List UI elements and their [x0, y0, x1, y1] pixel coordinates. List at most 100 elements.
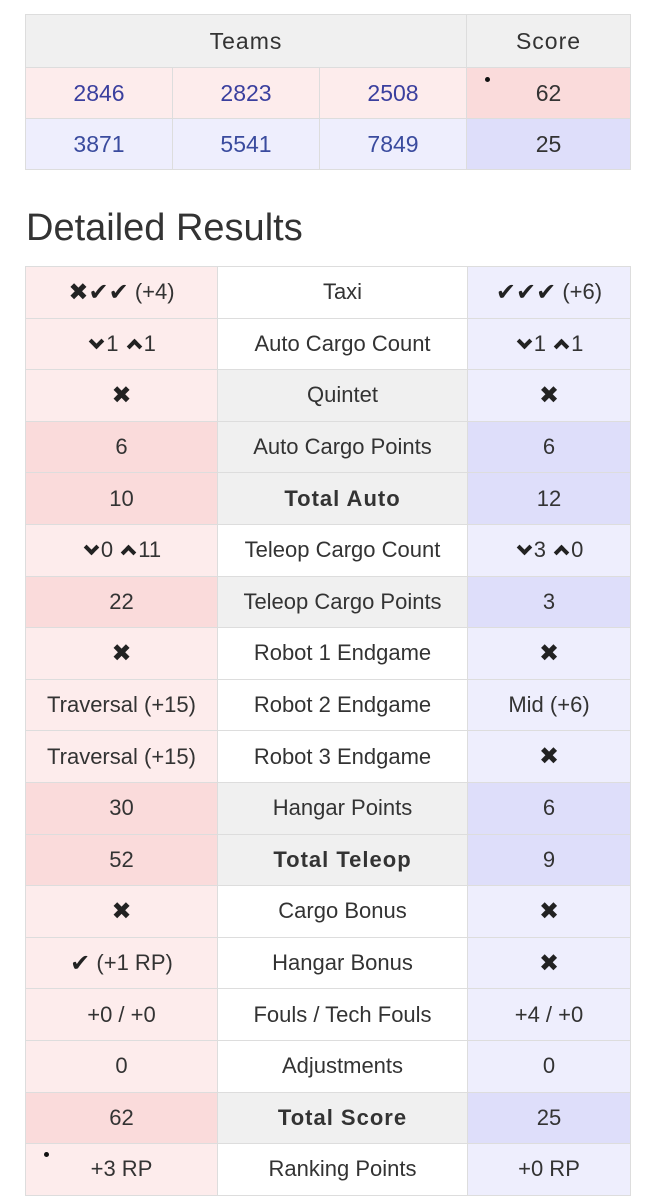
detailed-results-heading: Detailed Results: [26, 207, 303, 249]
red-robot2-endgame: Traversal (+15): [25, 678, 218, 732]
blue-total-score: 25: [467, 1091, 631, 1145]
cross-icon: ✖: [538, 949, 560, 977]
blue-adjustments: 0: [467, 1039, 631, 1093]
hangar-bonus-row: ✔ (+1 RP) Hangar Bonus ✖: [25, 936, 631, 990]
teleop-cargo-points-label: Teleop Cargo Points: [217, 575, 468, 629]
red-teleop-upper: 11: [138, 537, 162, 563]
chevron-up-icon: [553, 338, 570, 355]
detailed-results-table: ✖✔✔ (+4) Taxi ✔✔✔ (+6) 1 1 Auto Cargo Co…: [25, 266, 631, 1196]
adjustments-label: Adjustments: [217, 1039, 468, 1093]
blue-teleop-lower: 3: [533, 537, 546, 563]
red-score: 62: [535, 79, 562, 106]
total-score-row: 62 Total Score 25: [25, 1091, 631, 1145]
total-auto-label: Total Auto: [217, 472, 468, 525]
red-ranking-points: +3 RP: [90, 1156, 153, 1182]
cross-icon: ✖: [111, 639, 132, 667]
blue-team-2-link[interactable]: 5541: [220, 130, 272, 157]
blue-alliance-row: 3871 5541 7849 25: [25, 118, 632, 170]
red-team-2-link[interactable]: 2823: [220, 79, 272, 106]
hangar-bonus-label: Hangar Bonus: [217, 936, 468, 990]
fouls-label: Fouls / Tech Fouls: [217, 988, 468, 1041]
auto-cargo-count-label: Auto Cargo Count: [217, 317, 468, 371]
red-teleop-cargo-count: 0 11: [25, 523, 218, 577]
cross-icon: ✖: [538, 639, 560, 667]
red-total-teleop: 52: [25, 833, 218, 887]
red-auto-upper: 1: [143, 330, 156, 356]
blue-auto-cargo-points: 6: [467, 420, 631, 474]
blue-team-3-link[interactable]: 7849: [367, 130, 419, 157]
chevron-down-icon: [83, 539, 100, 556]
robot1-endgame-label: Robot 1 Endgame: [217, 627, 468, 680]
check-icon: ✔: [536, 278, 557, 306]
blue-teleop-cargo-count: 3 0: [467, 523, 631, 577]
red-cargo-bonus: ✖: [25, 885, 218, 938]
red-team-3-link[interactable]: 2508: [367, 79, 419, 106]
chevron-down-icon: [516, 333, 532, 350]
blue-ranking-points: +0 RP: [467, 1143, 631, 1196]
cross-icon: ✖: [538, 743, 560, 771]
red-team-1-link[interactable]: 2846: [73, 79, 125, 106]
total-auto-row: 10 Total Auto 12: [25, 472, 631, 525]
red-fouls: +0 / +0: [25, 988, 218, 1041]
blue-robot3-endgame: ✖: [467, 730, 631, 783]
blue-auto-upper: 1: [571, 330, 584, 356]
robot2-endgame-row: Traversal (+15) Robot 2 Endgame Mid (+6): [25, 678, 631, 732]
blue-hangar-bonus: ✖: [467, 936, 631, 990]
red-auto-cargo-points: 6: [25, 420, 218, 474]
red-teleop-lower: 0: [100, 537, 114, 563]
check-icon: ✔: [516, 278, 537, 306]
winner-dot-icon: [485, 77, 491, 82]
score-header: Score: [466, 14, 632, 68]
red-adjustments: 0: [25, 1039, 218, 1093]
check-icon: ✔: [495, 278, 516, 306]
blue-taxi-cell: ✔✔✔ (+6): [467, 266, 631, 319]
blue-fouls: +4 / +0: [467, 988, 631, 1041]
blue-team-1-link[interactable]: 3871: [73, 130, 125, 157]
hangar-points-row: 30 Hangar Points 6: [25, 781, 631, 835]
cross-icon: ✖: [538, 381, 560, 409]
adjustments-row: 0 Adjustments 0: [25, 1039, 631, 1093]
taxi-label: Taxi: [217, 266, 468, 319]
winner-dot-icon: [44, 1152, 49, 1158]
blue-auto-cargo-count: 1 1: [467, 317, 631, 371]
blue-team-cell: 3871: [25, 118, 173, 170]
quintet-row: ✖ Quintet ✖: [25, 369, 631, 422]
red-hangar-points: 30: [25, 781, 218, 835]
auto-cargo-points-label: Auto Cargo Points: [217, 420, 468, 474]
chevron-down-icon: [516, 539, 532, 556]
red-team-cell: 2508: [318, 67, 468, 119]
red-auto-lower: 1: [106, 330, 119, 356]
red-taxi-cell: ✖✔✔ (+4): [25, 266, 218, 319]
ranking-points-label: Ranking Points: [217, 1143, 468, 1196]
auto-cargo-count-row: 1 1 Auto Cargo Count 1 1: [25, 317, 631, 371]
blue-team-cell: 7849: [318, 118, 468, 170]
quintet-label: Quintet: [217, 369, 468, 422]
blue-teleop-cargo-points: 3: [467, 575, 631, 629]
check-icon: ✔: [70, 949, 91, 977]
match-score-table: Teams Score 2846 2823 2508 62 3871 5541 …: [24, 14, 632, 170]
blue-score-cell: 25: [466, 118, 632, 170]
total-teleop-row: 52 Total Teleop 9: [25, 833, 631, 887]
cross-icon: ✖: [111, 897, 132, 925]
blue-cargo-bonus: ✖: [467, 885, 631, 938]
fouls-row: +0 / +0 Fouls / Tech Fouls +4 / +0: [25, 988, 631, 1041]
red-ranking-points-cell: +3 RP: [25, 1143, 218, 1196]
blue-total-teleop: 9: [467, 833, 631, 887]
ranking-points-row: +3 RP Ranking Points +0 RP: [25, 1143, 631, 1196]
red-teleop-cargo-points: 22: [25, 575, 218, 629]
blue-hangar-points: 6: [467, 781, 631, 835]
cross-icon: ✖: [538, 897, 560, 925]
red-hangar-bonus-rp: (+1 RP): [96, 949, 173, 975]
check-icon: ✔: [88, 278, 109, 306]
chevron-down-icon: [88, 333, 105, 350]
chevron-up-icon: [120, 544, 137, 561]
robot1-endgame-row: ✖ Robot 1 Endgame ✖: [25, 627, 631, 680]
red-total-auto: 10: [25, 472, 218, 525]
hangar-points-label: Hangar Points: [217, 781, 468, 835]
teleop-cargo-count-row: 0 11 Teleop Cargo Count 3 0: [25, 523, 631, 577]
red-team-cell: 2846: [25, 67, 173, 119]
blue-taxi-bonus: (+6): [562, 278, 603, 304]
red-total-score: 62: [25, 1091, 218, 1145]
blue-teleop-upper: 0: [571, 537, 584, 563]
red-auto-cargo-count: 1 1: [25, 317, 218, 371]
